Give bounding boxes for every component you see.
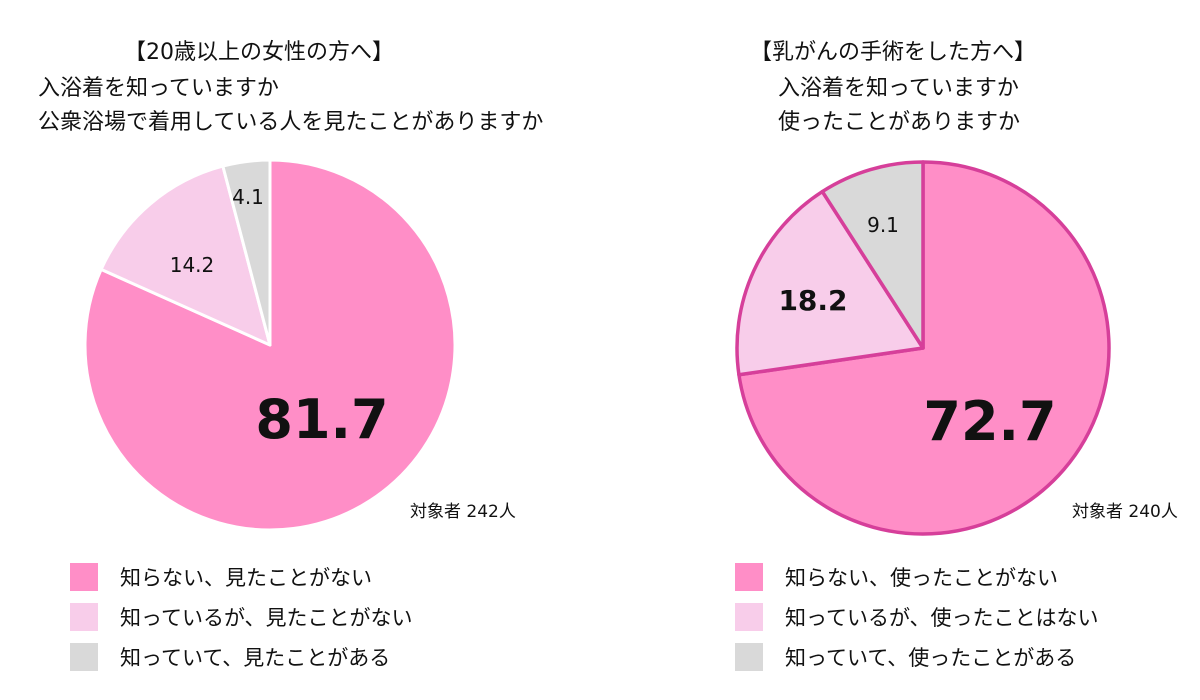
legend-label: 知っているが、見たことがない — [120, 606, 413, 630]
chart-title: 【乳がんの手術をした方へ】 — [750, 40, 1037, 65]
pie-slice-0 — [83, 158, 457, 532]
pie-slice-2 — [820, 160, 925, 350]
legend-item: 知らない、使ったことがない — [735, 562, 1058, 592]
legend-item: 知っているが、使ったことはない — [735, 602, 1099, 632]
chart-panel-women-20plus: 【20歳以上の女性の方へ】 入浴着を知っていますか 公衆浴場で着用している人を見… — [38, 40, 544, 672]
pie-chart: 72.7 18.2 9.1 — [735, 160, 1111, 536]
legend-item: 知っていて、使ったことがある — [735, 642, 1076, 672]
chart-question-2: 使ったことがありますか — [778, 110, 1021, 135]
legend-label: 知っていて、見たことがある — [120, 646, 391, 670]
sample-size-note: 対象者 242人 — [410, 502, 516, 522]
chart-question-1: 入浴着を知っていますか — [38, 76, 279, 101]
legend-swatch — [735, 603, 763, 631]
legend-swatch — [70, 603, 98, 631]
pie-slice-1 — [735, 189, 925, 377]
pie-slice-1 — [99, 164, 272, 347]
chart-question-2: 公衆浴場で着用している人を見たことがありますか — [38, 110, 544, 135]
chart-title: 【20歳以上の女性の方へ】 — [124, 40, 394, 65]
pie-chart: 81.7 14.2 4.1 — [83, 158, 457, 532]
legend-swatch — [70, 643, 98, 671]
slice-value-label: 4.1 — [232, 185, 264, 209]
legend-label: 知らない、使ったことがない — [785, 566, 1058, 590]
slice-value-label: 81.7 — [255, 388, 388, 451]
legend-label: 知っているが、使ったことはない — [785, 606, 1099, 630]
legend-item: 知っていて、見たことがある — [70, 642, 390, 672]
legend-item: 知っているが、見たことがない — [70, 602, 413, 632]
legend-swatch — [735, 563, 763, 591]
chart-question-1: 入浴着を知っていますか — [778, 76, 1019, 101]
legend-swatch — [735, 643, 763, 671]
pie-slice-2 — [221, 158, 272, 347]
legend-label: 知らない、見たことがない — [120, 566, 372, 590]
legend-item: 知らない、見たことがない — [70, 562, 372, 592]
legend-swatch — [70, 563, 98, 591]
slice-value-label: 72.7 — [923, 390, 1056, 453]
slice-value-label: 18.2 — [778, 284, 847, 317]
slice-value-label: 9.1 — [867, 213, 899, 237]
chart-panel-breast-cancer-surgery: 【乳がんの手術をした方へ】 入浴着を知っていますか 使ったことがありますか 72… — [600, 0, 1200, 700]
slice-value-label: 14.2 — [170, 253, 215, 277]
sample-size-note: 対象者 240人 — [1072, 502, 1178, 522]
legend-label: 知っていて、使ったことがある — [785, 646, 1077, 670]
